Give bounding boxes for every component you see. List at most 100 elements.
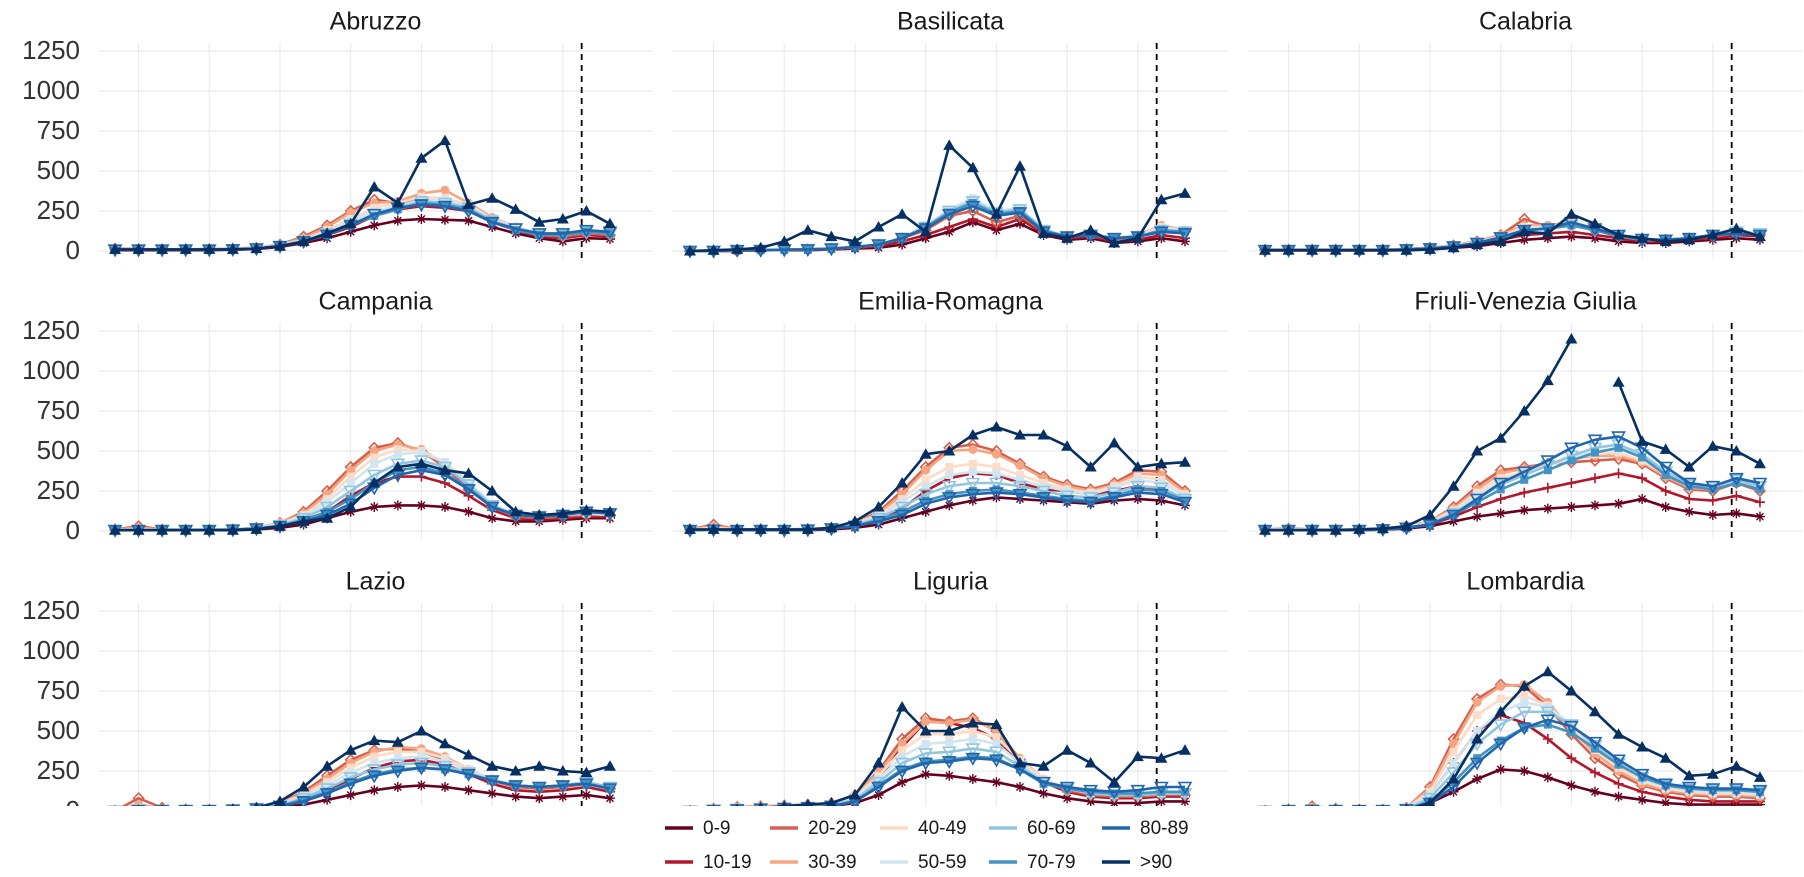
y-tick-label: 750	[37, 675, 80, 705]
data-point	[487, 788, 498, 799]
data-point	[1637, 794, 1648, 805]
data-point	[1130, 784, 1146, 798]
data-point	[1496, 477, 1505, 486]
data-point	[323, 781, 332, 790]
data-point	[393, 754, 402, 763]
data-point	[1519, 505, 1530, 516]
data-point	[486, 485, 499, 496]
data-point	[989, 477, 1004, 491]
data-point	[1753, 771, 1766, 782]
data-point	[1423, 243, 1436, 254]
panel-title: Liguria	[913, 568, 988, 596]
panel-title: Friuli-Venezia Giulia	[1414, 288, 1636, 316]
data-point	[872, 757, 885, 768]
panel: Lombardia	[1248, 568, 1803, 819]
data-point	[1013, 429, 1026, 440]
data-point	[1564, 450, 1579, 464]
data-point	[297, 235, 310, 246]
data-point	[535, 231, 544, 239]
panel-title: Campania	[319, 288, 433, 316]
data-point	[992, 463, 1001, 471]
data-point	[1471, 238, 1484, 250]
data-point	[1589, 473, 1600, 484]
data-point	[156, 243, 169, 254]
data-point	[1154, 226, 1169, 240]
data-point	[463, 785, 474, 796]
data-point	[509, 505, 522, 517]
data-point	[531, 781, 547, 795]
y-tick-label: 250	[37, 475, 80, 505]
data-point	[370, 759, 379, 767]
data-point	[368, 477, 381, 488]
legend-label: 70-79	[1027, 852, 1076, 873]
data-point	[391, 461, 404, 472]
data-point	[945, 738, 954, 747]
data-point	[1106, 492, 1122, 506]
data-point	[390, 765, 406, 779]
data-point	[533, 509, 546, 520]
data-point	[1732, 786, 1741, 795]
data-point	[1683, 461, 1696, 472]
data-point	[1036, 485, 1051, 499]
data-point	[1449, 759, 1458, 767]
data-point	[941, 746, 957, 760]
data-point	[1659, 235, 1672, 246]
data-point	[1730, 445, 1743, 456]
data-point	[968, 752, 977, 761]
data-point	[1683, 769, 1696, 781]
data-point	[1157, 226, 1166, 235]
data-point	[874, 515, 883, 524]
data-point	[437, 200, 453, 214]
data-point	[393, 765, 402, 774]
data-point	[1659, 752, 1672, 763]
data-point	[557, 791, 568, 802]
data-point	[464, 483, 473, 492]
data-point	[918, 498, 934, 512]
data-point	[992, 485, 1001, 494]
data-point	[1634, 768, 1650, 782]
data-point	[1109, 495, 1120, 506]
data-point	[1063, 784, 1072, 793]
data-point	[1659, 443, 1672, 454]
data-point	[581, 790, 592, 800]
data-point	[824, 243, 839, 257]
data-point	[1542, 772, 1553, 783]
data-point	[370, 770, 379, 779]
data-point	[1422, 519, 1438, 533]
data-point	[440, 200, 449, 209]
legend-label: 0-9	[703, 818, 730, 839]
data-point	[871, 516, 886, 530]
y-tick-label: 1000	[22, 75, 80, 105]
data-point	[1661, 781, 1670, 790]
data-point	[1155, 752, 1168, 763]
y-tick-label: 500	[37, 435, 80, 465]
data-point	[366, 208, 382, 222]
data-point	[1705, 480, 1721, 494]
data-point	[848, 235, 861, 246]
data-point	[990, 718, 1003, 730]
data-point	[393, 445, 402, 454]
data-point	[1565, 685, 1578, 696]
data-point	[943, 725, 956, 736]
legend-label: 80-89	[1140, 818, 1189, 839]
data-point	[707, 244, 720, 255]
y-tick-label: 0	[66, 235, 80, 265]
data-point	[390, 759, 406, 773]
data-point	[731, 243, 744, 254]
data-point	[368, 181, 381, 192]
data-point	[897, 777, 908, 788]
data-point	[369, 446, 379, 456]
data-point	[580, 205, 593, 216]
data-point	[1013, 160, 1026, 171]
data-point	[896, 208, 909, 219]
data-point	[1706, 229, 1719, 240]
data-point	[941, 208, 957, 222]
data-point	[754, 523, 767, 534]
data-point	[297, 515, 310, 526]
data-point	[1707, 495, 1718, 506]
data-point	[602, 783, 618, 797]
data-point	[966, 161, 979, 173]
data-point	[1540, 455, 1556, 469]
panel: Basilicata	[673, 8, 1228, 259]
data-point	[1661, 471, 1670, 479]
